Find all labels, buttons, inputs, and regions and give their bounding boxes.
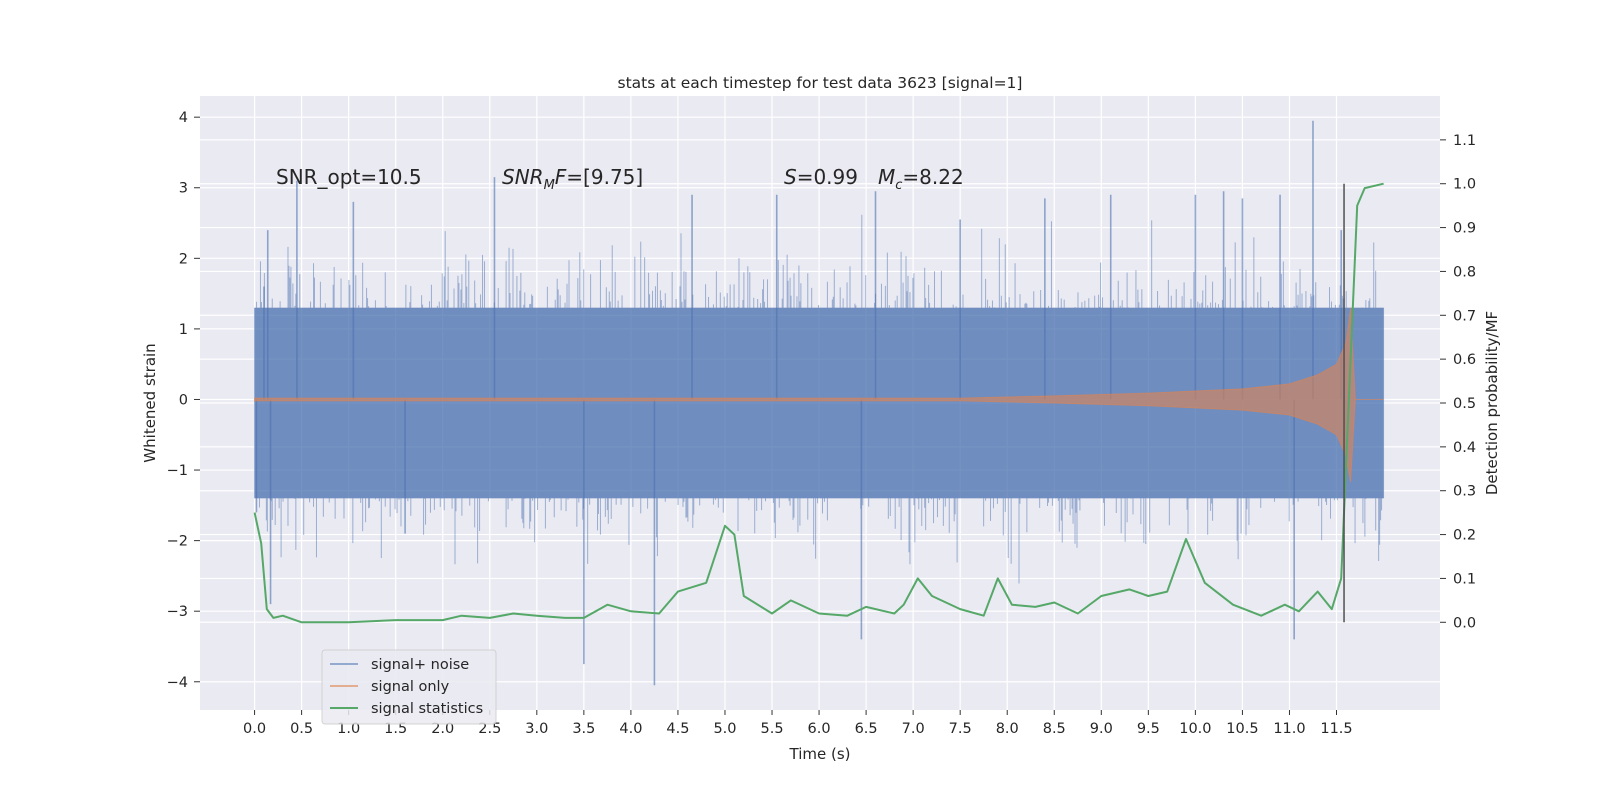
x-tick-label: 9.0	[1090, 721, 1113, 737]
x-tick-label: 0.5	[290, 721, 313, 737]
right-y-tick-label: 0.7	[1453, 308, 1476, 324]
signal-envelope	[254, 307, 1384, 483]
snr-mf-annotation: SNRMF=[9.75]	[502, 165, 643, 193]
y-axis-label: Whitened strain	[141, 343, 159, 462]
y-axis-ticks: 4 3 2 1 0 −1 −2 −3 −4	[167, 110, 200, 691]
x-tick-label: 3.0	[525, 721, 548, 737]
y-tick-label: −3	[167, 604, 188, 620]
x-tick-label: 11.5	[1320, 721, 1352, 737]
snr-opt-annotation: SNR_opt=10.5	[276, 165, 422, 189]
x-tick-label: 6.5	[855, 721, 878, 737]
x-tick-label: 4.5	[666, 721, 689, 737]
x-tick-label: 3.5	[572, 721, 595, 737]
legend: signal+ noise signal only signal statist…	[321, 649, 497, 725]
x-tick-label: 10.5	[1226, 721, 1258, 737]
x-tick-label: 0.0	[243, 721, 266, 737]
x-tick-label: 2.5	[478, 721, 501, 737]
y-tick-label: −1	[167, 463, 188, 479]
x-tick-label: 8.0	[996, 721, 1019, 737]
statistics-line	[253, 182, 1384, 624]
x-tick-label: 7.5	[949, 721, 972, 737]
right-y-tick-label: 0.5	[1453, 396, 1476, 412]
x-tick-label: 10.0	[1179, 721, 1211, 737]
legend-label-signal-noise: signal+ noise	[371, 657, 469, 673]
x-tick-label: 6.0	[808, 721, 831, 737]
right-y-tick-label: 0.2	[1453, 528, 1476, 544]
x-tick-label: 9.5	[1137, 721, 1160, 737]
x-tick-label: 1.0	[337, 721, 360, 737]
chirp-mass-annotation: Mc=8.22	[878, 165, 964, 193]
y-tick-label: 2	[179, 251, 188, 267]
y-tick-label: 0	[179, 392, 188, 408]
signal-only-series	[254, 307, 1384, 483]
right-y-tick-label: 0.3	[1453, 484, 1476, 500]
x-axis-ticks: 0.0 0.5 1.0 1.5 2.0 2.5 3.0 3.5 4.0 4.5 5.0 5.5 6.0 6…	[243, 710, 1353, 737]
legend-box	[321, 649, 497, 725]
x-axis-label: Time (s)	[789, 745, 851, 763]
overlap-s-annotation: S=0.99	[784, 165, 858, 189]
x-tick-label: 8.5	[1043, 721, 1066, 737]
x-tick-label: 5.0	[713, 721, 736, 737]
right-y-tick-label: 0.8	[1453, 264, 1476, 280]
legend-label-signal-statistics: signal statistics	[371, 701, 483, 717]
x-tick-label: 2.0	[431, 721, 454, 737]
x-tick-label: 1.5	[384, 721, 407, 737]
right-y-tick-label: 1.1	[1453, 133, 1476, 149]
right-y-tick-label: 0.0	[1453, 615, 1476, 631]
chart-title: stats at each timestep for test data 362…	[618, 74, 1023, 92]
right-y-tick-label: 0.6	[1453, 352, 1476, 368]
x-tick-label: 11.0	[1273, 721, 1305, 737]
x-tick-label: 5.5	[760, 721, 783, 737]
right-y-tick-label: 0.4	[1453, 440, 1476, 456]
y-tick-label: 4	[179, 110, 188, 126]
x-tick-label: 7.0	[902, 721, 925, 737]
right-y-axis-ticks: 1.1 1.0 0.9 0.8 0.7 0.6 0.5 0.4 0.3 0.2 0.1 0.0	[1440, 133, 1476, 631]
x-tick-label: 4.0	[619, 721, 642, 737]
right-y-tick-label: 1.0	[1453, 177, 1476, 193]
y-tick-label: −4	[167, 675, 188, 691]
right-y-tick-label: 0.1	[1453, 571, 1476, 587]
signal-statistics-series	[253, 182, 1384, 624]
y-tick-label: 1	[179, 322, 188, 338]
right-y-axis-label: Detection probability/MF	[1483, 311, 1501, 495]
right-y-tick-label: 0.9	[1453, 221, 1476, 237]
y-tick-label: −2	[167, 534, 188, 550]
y-tick-label: 3	[179, 181, 188, 197]
legend-label-signal-only: signal only	[371, 679, 450, 695]
